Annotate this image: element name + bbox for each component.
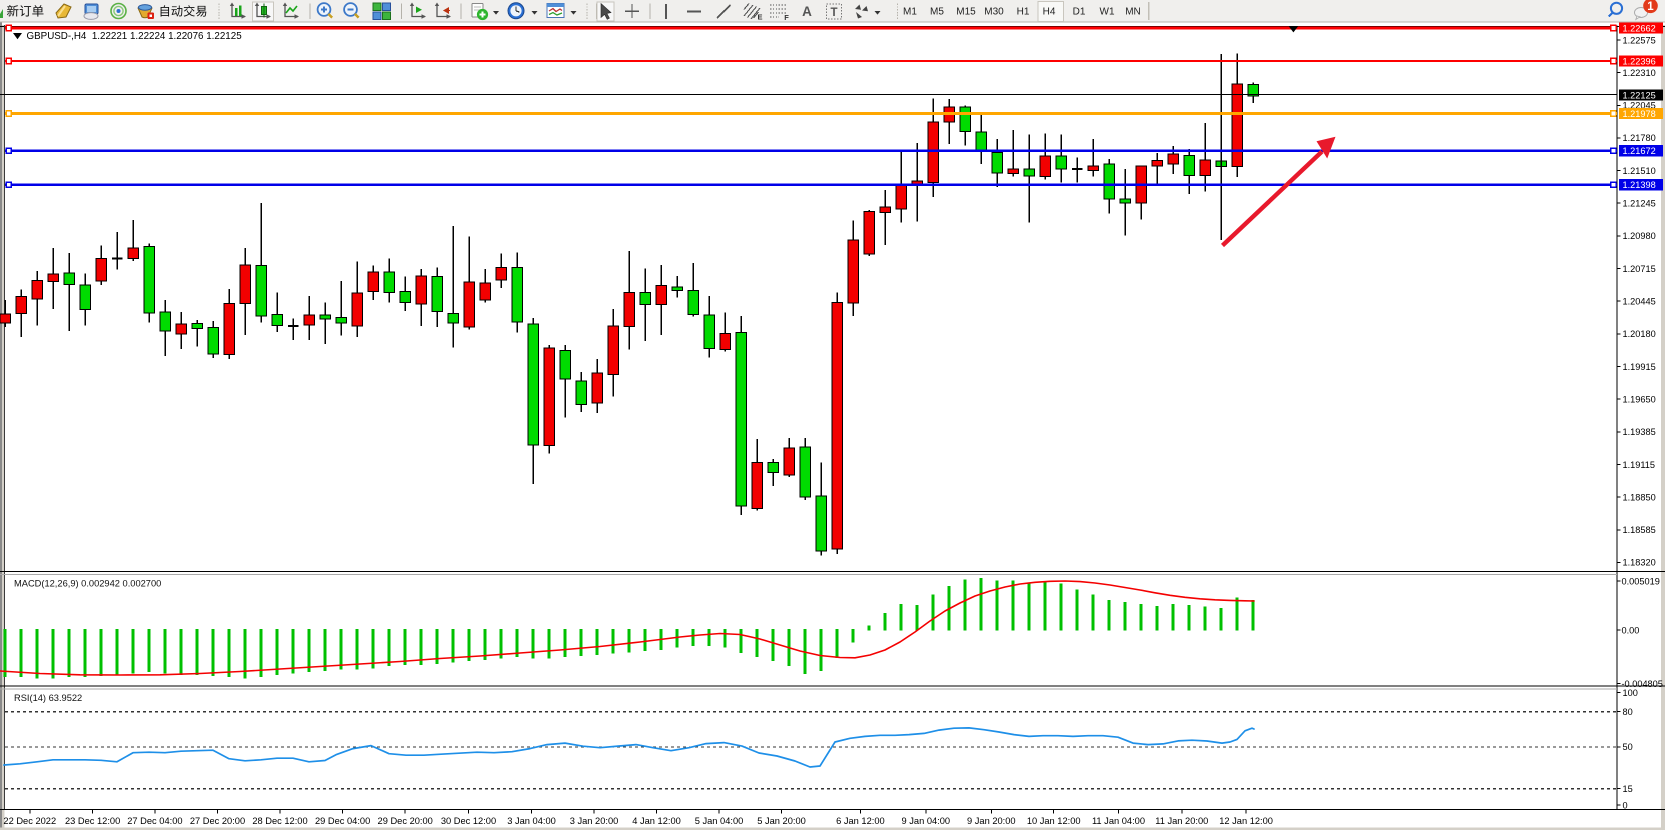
svg-text:1.21780: 1.21780 xyxy=(1623,133,1656,143)
svg-text:22 Dec 2022: 22 Dec 2022 xyxy=(3,816,56,826)
svg-text:5 Jan 20:00: 5 Jan 20:00 xyxy=(757,816,806,826)
svg-text:5 Jan 04:00: 5 Jan 04:00 xyxy=(695,816,744,826)
svg-text:1.19385: 1.19385 xyxy=(1623,427,1656,437)
svg-text:MACD(12,26,9) 0.002942 0.00270: MACD(12,26,9) 0.002942 0.002700 xyxy=(14,579,161,589)
svg-text:F: F xyxy=(784,13,789,22)
svg-text:1.21510: 1.21510 xyxy=(1623,166,1656,176)
svg-text:9 Jan 04:00: 9 Jan 04:00 xyxy=(902,816,951,826)
svg-text:MN: MN xyxy=(1125,7,1141,18)
svg-text:29 Dec 04:00: 29 Dec 04:00 xyxy=(315,816,370,826)
svg-text:1.18320: 1.18320 xyxy=(1623,558,1656,568)
svg-text:1.21245: 1.21245 xyxy=(1623,199,1656,209)
svg-text:1.22575: 1.22575 xyxy=(1623,35,1656,45)
svg-text:23 Dec 12:00: 23 Dec 12:00 xyxy=(65,816,120,826)
svg-text:1.19115: 1.19115 xyxy=(1623,460,1656,470)
svg-text:3 Jan 20:00: 3 Jan 20:00 xyxy=(570,816,619,826)
svg-text:RSI(14) 63.9522: RSI(14) 63.9522 xyxy=(14,693,82,703)
svg-text:12 Jan 12:00: 12 Jan 12:00 xyxy=(1219,816,1273,826)
svg-text:1.19915: 1.19915 xyxy=(1623,362,1656,372)
svg-text:11 Jan 20:00: 11 Jan 20:00 xyxy=(1155,816,1208,826)
svg-text:M15: M15 xyxy=(956,7,976,18)
svg-text:1.22310: 1.22310 xyxy=(1623,68,1656,78)
svg-text:1.18585: 1.18585 xyxy=(1623,525,1656,535)
svg-text:1.22396: 1.22396 xyxy=(1623,56,1656,66)
svg-text:0.00: 0.00 xyxy=(1622,625,1640,635)
svg-text:E: E xyxy=(757,13,762,22)
svg-text:M5: M5 xyxy=(930,7,944,18)
svg-text:1.22662: 1.22662 xyxy=(1623,23,1656,33)
svg-text:6 Jan 12:00: 6 Jan 12:00 xyxy=(836,816,885,826)
svg-text:28 Dec 12:00: 28 Dec 12:00 xyxy=(252,816,307,826)
svg-text:30 Dec 12:00: 30 Dec 12:00 xyxy=(441,816,496,826)
svg-text:1.21398: 1.21398 xyxy=(1623,180,1656,190)
svg-text:9 Jan 20:00: 9 Jan 20:00 xyxy=(967,816,1016,826)
svg-text:100: 100 xyxy=(1623,688,1638,698)
svg-text:27 Dec 04:00: 27 Dec 04:00 xyxy=(127,816,182,826)
svg-text:4 Jan 12:00: 4 Jan 12:00 xyxy=(632,816,681,826)
svg-text:15: 15 xyxy=(1623,784,1633,794)
svg-text:80: 80 xyxy=(1623,707,1633,717)
svg-text:11 Jan 04:00: 11 Jan 04:00 xyxy=(1092,816,1145,826)
svg-text:3 Jan 04:00: 3 Jan 04:00 xyxy=(507,816,556,826)
svg-text:1.18850: 1.18850 xyxy=(1623,492,1656,502)
svg-text:1.20180: 1.20180 xyxy=(1623,329,1656,339)
svg-text:27 Dec 20:00: 27 Dec 20:00 xyxy=(190,816,245,826)
svg-text:GBPUSD-,H4 1.22221 1.22224 1.: GBPUSD-,H4 1.22221 1.22224 1.22076 1.221… xyxy=(27,31,243,42)
svg-text:1.22045: 1.22045 xyxy=(1623,101,1656,111)
svg-text:M30: M30 xyxy=(984,7,1004,18)
svg-text:H1: H1 xyxy=(1017,7,1030,18)
svg-text:H4: H4 xyxy=(1043,7,1056,18)
svg-text:D1: D1 xyxy=(1073,7,1086,18)
svg-text:1.22125: 1.22125 xyxy=(1623,90,1656,100)
svg-text:T: T xyxy=(830,7,837,19)
svg-text:1.21978: 1.21978 xyxy=(1623,109,1656,119)
svg-text:0: 0 xyxy=(1623,800,1628,810)
svg-text:-0.004805: -0.004805 xyxy=(1622,679,1663,689)
svg-text:1.21672: 1.21672 xyxy=(1623,146,1656,156)
svg-text:M1: M1 xyxy=(903,7,917,18)
svg-text:0.005019: 0.005019 xyxy=(1622,576,1660,586)
svg-text:1.20980: 1.20980 xyxy=(1623,231,1656,241)
svg-text:1.20715: 1.20715 xyxy=(1623,264,1656,274)
svg-text:1: 1 xyxy=(1647,1,1654,13)
svg-text:10 Jan 12:00: 10 Jan 12:00 xyxy=(1027,816,1081,826)
svg-text:1.19650: 1.19650 xyxy=(1623,394,1656,404)
svg-text:29 Dec 20:00: 29 Dec 20:00 xyxy=(378,816,433,826)
svg-text:W1: W1 xyxy=(1100,7,1115,18)
svg-text:1.20445: 1.20445 xyxy=(1623,297,1656,307)
svg-text:A: A xyxy=(802,4,812,19)
svg-text:50: 50 xyxy=(1623,742,1633,752)
